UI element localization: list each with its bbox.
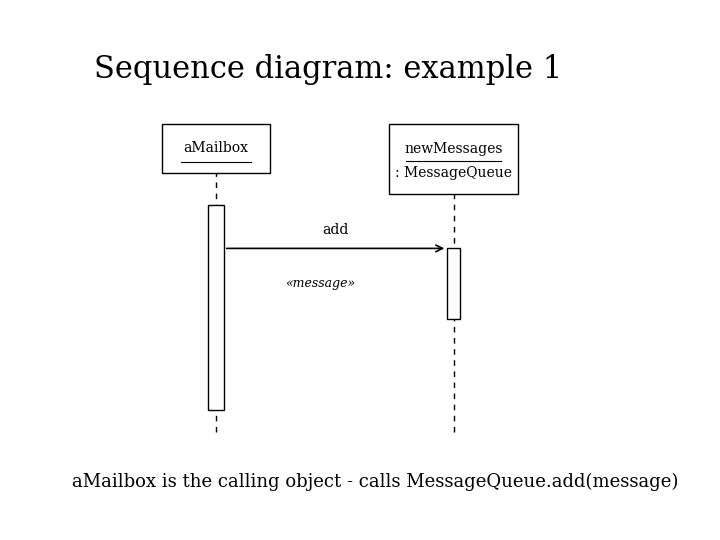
Bar [162,124,270,173]
Text: «message»: «message» [285,277,356,290]
Text: Sequence diagram: example 1: Sequence diagram: example 1 [94,54,562,85]
Bar [208,205,224,410]
Text: aMailbox is the calling object - calls MessageQueue.add(message): aMailbox is the calling object - calls M… [72,473,678,491]
Text: aMailbox: aMailbox [184,141,248,156]
Text: newMessages: newMessages [405,142,503,156]
Text: : MessageQueue: : MessageQueue [395,166,512,180]
Bar [389,124,518,194]
Bar [447,248,460,319]
Text: add: add [323,222,348,237]
